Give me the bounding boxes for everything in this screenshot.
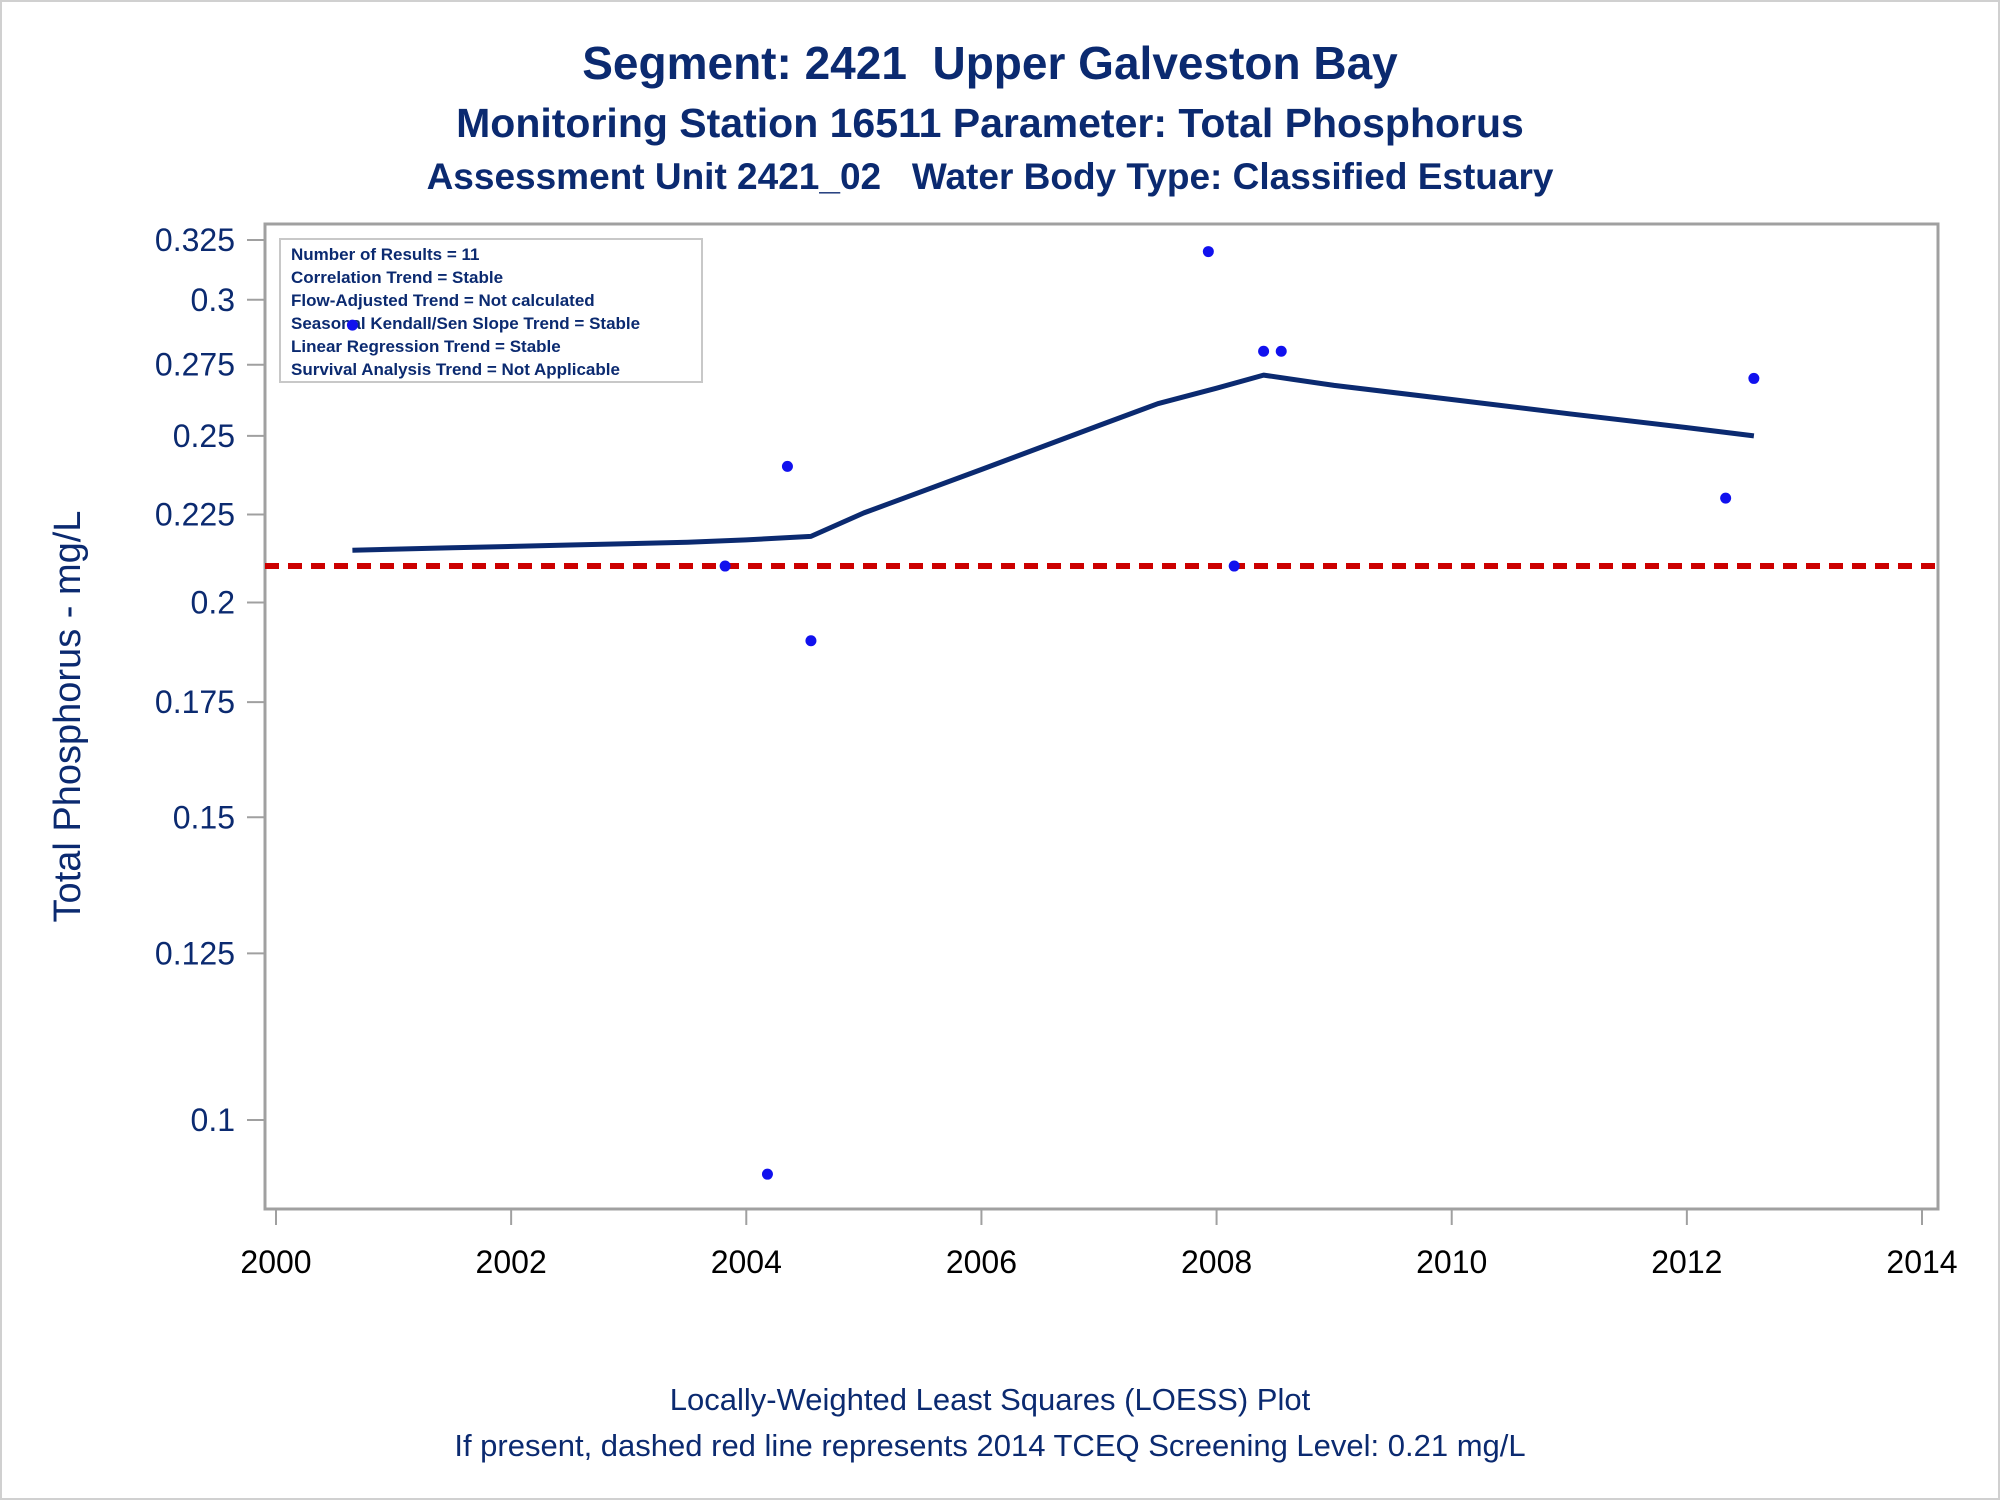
data-point bbox=[805, 635, 817, 647]
stats-box-line: Number of Results = 11 bbox=[291, 245, 479, 264]
stats-box-line: Linear Regression Trend = Stable bbox=[291, 337, 561, 356]
stats-box bbox=[279, 238, 703, 383]
y-tick-label: 0.1 bbox=[191, 1102, 235, 1138]
y-tick-label: 0.225 bbox=[155, 497, 235, 533]
data-point bbox=[761, 1168, 773, 1180]
x-tick-label: 2000 bbox=[240, 1244, 311, 1280]
x-tick-label: 2012 bbox=[1651, 1244, 1722, 1280]
footnote-loess: Locally-Weighted Least Squares (LOESS) P… bbox=[669, 1382, 1311, 1417]
x-tick-label: 2008 bbox=[1181, 1244, 1252, 1280]
data-point bbox=[781, 460, 793, 472]
x-tick-label: 2006 bbox=[946, 1244, 1017, 1280]
chart-subtitle-assessment: Assessment Unit 2421_02 Water Body Type:… bbox=[426, 156, 1554, 197]
y-tick-label: 0.25 bbox=[173, 418, 235, 454]
chart-subtitle-station: Monitoring Station 16511 Parameter: Tota… bbox=[456, 100, 1524, 146]
y-tick-label: 0.175 bbox=[155, 684, 235, 720]
x-tick-label: 2004 bbox=[711, 1244, 782, 1280]
loess-line bbox=[352, 372, 1755, 553]
x-tick-label: 2010 bbox=[1416, 1244, 1487, 1280]
data-point bbox=[1720, 492, 1732, 504]
y-tick-label: 0.275 bbox=[155, 347, 235, 383]
plot-area: 0.1 0.125 0.15 0.175 0.2 0.225 0.25 0.275 0.3 0.3… bbox=[47, 222, 1958, 1280]
y-tick-label: 0.2 bbox=[191, 584, 235, 620]
stats-box-line: Correlation Trend = Stable bbox=[291, 268, 503, 287]
data-point bbox=[1228, 560, 1240, 572]
y-tick-label: 0.3 bbox=[191, 282, 235, 318]
stats-box-line: Survival Analysis Trend = Not Applicable bbox=[291, 360, 620, 379]
stats-box-line: Seasonal Kendall/Sen Slope Trend = Stabl… bbox=[291, 314, 640, 333]
data-point bbox=[1258, 345, 1270, 357]
y-tick-label: 0.325 bbox=[155, 222, 235, 258]
chart-title: Segment: 2421 Upper Galveston Bay bbox=[582, 37, 1398, 89]
x-tick-label: 2002 bbox=[476, 1244, 547, 1280]
y-tick-label: 0.15 bbox=[173, 799, 235, 835]
stats-box-line: Flow-Adjusted Trend = Not calculated bbox=[291, 291, 595, 310]
y-tick-label: 0.125 bbox=[155, 935, 235, 971]
x-tick-label: 2014 bbox=[1886, 1244, 1957, 1280]
data-point bbox=[1748, 372, 1760, 384]
data-point bbox=[1202, 246, 1214, 258]
data-point bbox=[1275, 345, 1287, 357]
footnote-screening: If present, dashed red line represents 2… bbox=[454, 1428, 1526, 1463]
data-point bbox=[346, 319, 358, 331]
y-axis-label: Total Phosphorus - mg/L bbox=[47, 511, 89, 923]
data-point bbox=[719, 560, 731, 572]
plot-frame bbox=[263, 222, 1940, 1211]
